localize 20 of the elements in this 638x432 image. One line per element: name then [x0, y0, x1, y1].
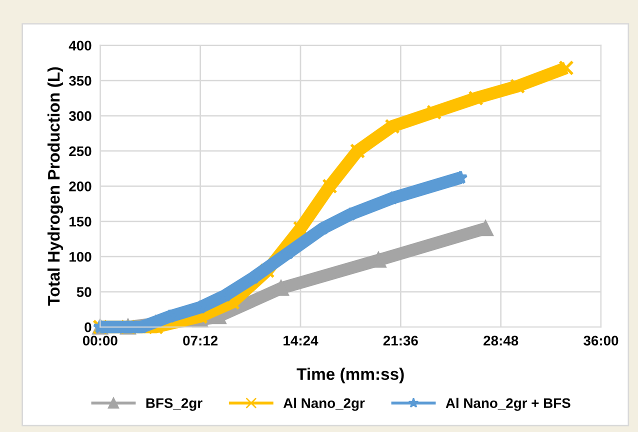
y-tick-label: 100 [70, 252, 92, 262]
x-axis-title: Time (mm:ss) [296, 368, 404, 384]
y-tick-label: 0 [84, 322, 92, 332]
legend-label: BFS_2gr [146, 398, 202, 411]
legend-label: Al Nano_2gr + BFS [446, 398, 570, 411]
x-tick-label: 14:24 [284, 336, 318, 346]
x-tick-label: 28:48 [484, 336, 518, 346]
y-tick-label: 300 [68, 111, 92, 121]
x-tick-label: 00:00 [82, 336, 118, 346]
y-tick-label: 250 [69, 146, 92, 156]
x-tick-label: 07:12 [183, 336, 218, 346]
y-tick-label: 150 [70, 216, 92, 227]
y-tick-label: 200 [69, 182, 92, 192]
y-tick-label: 400 [68, 40, 92, 51]
y-tick-label: 50 [76, 287, 92, 297]
legend-label: Al Nano_2gr [283, 398, 365, 411]
y-axis-title: Total Hydrogen Production (L) [47, 67, 64, 306]
x-tick-label: 36:00 [584, 336, 618, 346]
y-tick-label: 350 [68, 76, 92, 86]
x-tick-label: 21:36 [383, 336, 418, 346]
